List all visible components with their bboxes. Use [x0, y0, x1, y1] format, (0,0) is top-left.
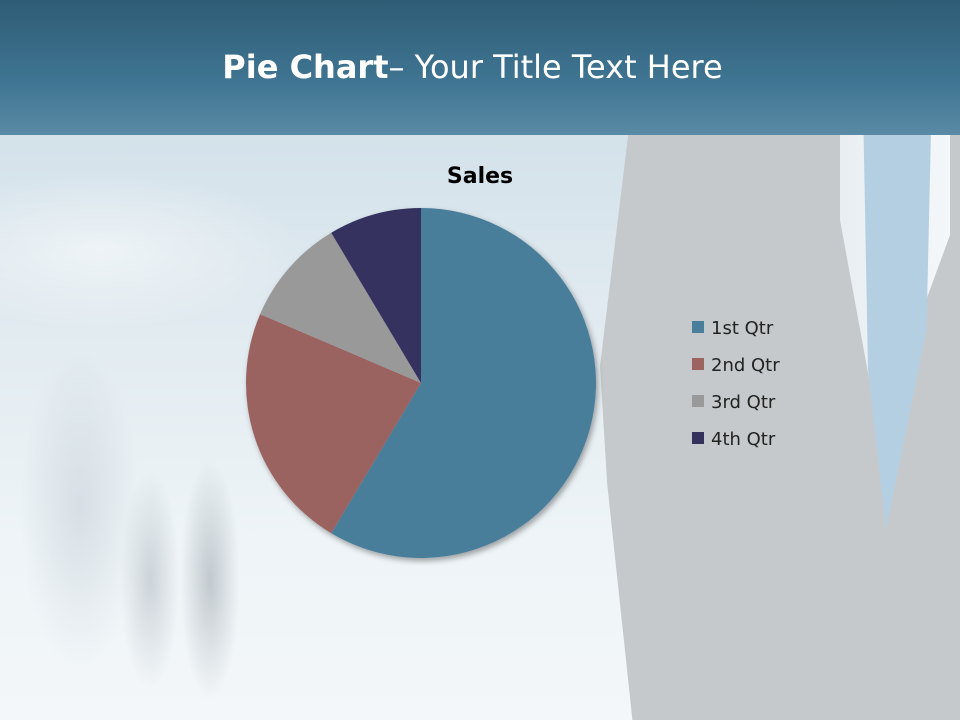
legend-label-2: 2nd Qtr [711, 355, 780, 376]
legend-swatch-4 [692, 432, 704, 444]
legend-swatch-3 [692, 395, 704, 407]
legend-label-4: 4th Qtr [711, 429, 776, 450]
legend-swatch-1 [692, 321, 704, 333]
legend-label-3: 3rd Qtr [711, 392, 776, 413]
header-band [0, 0, 960, 135]
legend-label-1: 1st Qtr [711, 318, 774, 339]
title-rest: – Your Title Text Here [388, 48, 723, 86]
pie-slice-3 [260, 232, 421, 383]
chart-title: Sales [447, 164, 513, 189]
pie-slice-2 [245, 314, 421, 534]
legend-swatch-2 [692, 358, 704, 370]
pie-slice-1 [331, 208, 597, 558]
slide-title: Pie Chart– Your Title Text Here [0, 48, 945, 86]
title-bold: Pie Chart [222, 48, 389, 86]
pie-slice-4 [331, 208, 421, 383]
